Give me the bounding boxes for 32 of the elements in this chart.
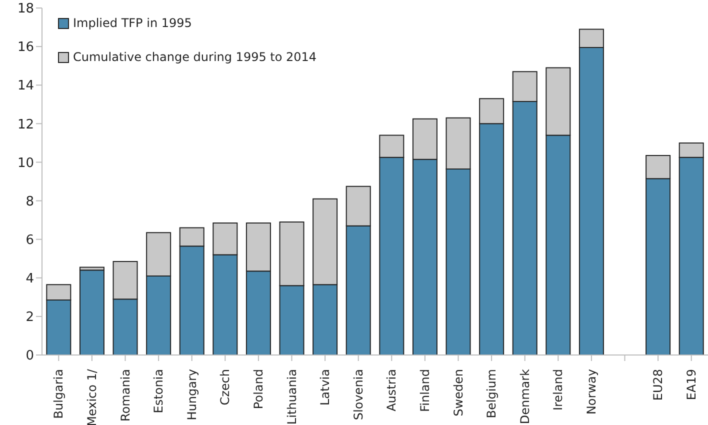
y-tick-label: 18	[17, 2, 34, 17]
y-tick-label: 10	[17, 156, 34, 171]
x-tick-label: Finland	[418, 369, 432, 412]
y-tick-label: 12	[17, 117, 34, 132]
y-tick-label: 2	[26, 310, 34, 326]
y-tick-label: 14	[17, 78, 34, 94]
x-tick-label: EU28	[651, 369, 666, 401]
x-tick-label: Czech	[218, 369, 232, 406]
x-tick-label: Romania	[118, 369, 132, 422]
x-tick-label: Poland	[251, 369, 266, 410]
x-tick-label: EA19	[684, 369, 698, 400]
x-tick-label: Mexico 1/	[84, 368, 99, 425]
x-tick-label: Belgium	[484, 369, 499, 418]
x-tick-label: Bulgaria	[52, 369, 66, 419]
x-tick-label: Denmark	[518, 368, 532, 424]
x-tick-label: Sweden	[451, 369, 466, 416]
x-tick-label: Estonia	[152, 369, 166, 414]
x-tick-label: Ireland	[551, 369, 566, 411]
x-tick-label: Austria	[384, 369, 399, 412]
x-tick-label: Hungary	[184, 369, 199, 420]
y-tick-label: 8	[26, 194, 34, 210]
x-tick-label: Lithuania	[284, 369, 299, 425]
y-tick-label: 6	[26, 232, 34, 248]
x-tick-label: Norway	[584, 369, 598, 415]
legend-label: Cumulative change during 1995 to 2014	[73, 49, 317, 66]
bar	[79, 270, 104, 355]
x-tick-label: Latvia	[318, 369, 332, 406]
y-tick-label: 4	[26, 272, 34, 287]
x-tick-label: Slovenia	[351, 369, 366, 420]
y-tick-label: 0	[26, 348, 34, 364]
y-tick-label: 16	[17, 40, 34, 56]
legend-label: Implied TFP in 1995	[73, 15, 192, 32]
